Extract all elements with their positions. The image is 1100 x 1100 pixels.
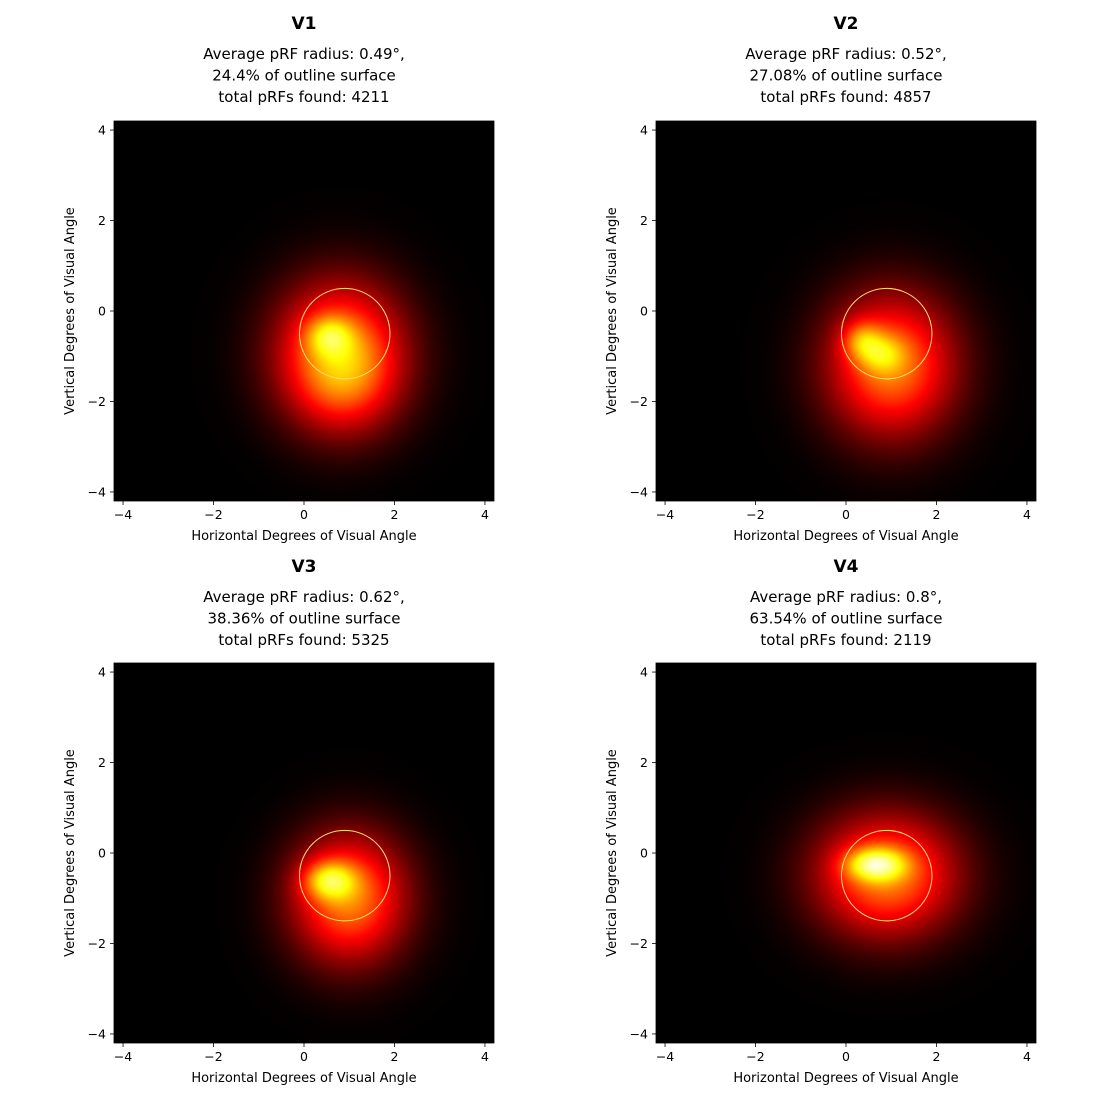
x-tick-label: 2: [390, 1049, 398, 1064]
x-tick-label: 4: [481, 507, 489, 522]
panel-title: V3: [292, 557, 317, 577]
density-heatmap: [114, 121, 494, 501]
y-tick-label: 0: [640, 846, 648, 861]
x-tick-label: −4: [656, 507, 674, 522]
panel-subtitle-line: Average pRF radius: 0.49°,: [203, 45, 405, 63]
y-tick-label: 2: [98, 755, 106, 770]
panel-subtitle-line: Average pRF radius: 0.8°,: [750, 588, 942, 606]
y-tick-label: −2: [88, 936, 106, 951]
panel-subtitle-line: Average pRF radius: 0.52°,: [745, 45, 947, 63]
y-tick-label: 4: [640, 665, 648, 680]
density-heatmap: [656, 121, 1036, 501]
x-tick-label: 4: [1023, 1049, 1031, 1064]
outline-circle: [840, 829, 933, 922]
x-axis-label: Horizontal Degrees of Visual Angle: [733, 529, 958, 544]
panel-v4: V4 Average pRF radius: 0.8°, 63.54% of out…: [605, 557, 1037, 1086]
y-tick-label: −4: [630, 484, 648, 499]
x-tick-label: 2: [932, 507, 940, 522]
y-tick-label: −4: [630, 1026, 648, 1041]
outline-circle: [840, 287, 933, 380]
x-tick-label: 0: [842, 507, 850, 522]
y-tick-label: −4: [88, 484, 106, 499]
x-axis-label: Horizontal Degrees of Visual Angle: [191, 529, 416, 544]
x-tick-label: 0: [300, 1049, 308, 1064]
x-tick-label: −4: [114, 507, 132, 522]
y-tick-label: −2: [630, 394, 648, 409]
x-tick-label: −2: [746, 1049, 764, 1064]
x-tick-label: 0: [300, 507, 308, 522]
density-heatmap: [114, 663, 494, 1043]
x-axis-label: Horizontal Degrees of Visual Angle: [733, 1071, 958, 1086]
y-tick-label: 4: [640, 123, 648, 138]
x-tick-label: 4: [481, 1049, 489, 1064]
panel-subtitle-line: 24.4% of outline surface: [212, 67, 396, 85]
y-tick-label: 2: [98, 213, 106, 228]
x-tick-label: 2: [390, 507, 398, 522]
y-tick-label: 4: [98, 665, 106, 680]
y-tick-label: −4: [88, 1026, 106, 1041]
y-tick-label: 0: [640, 304, 648, 319]
panel-v1: V1 Average pRF radius: 0.49°, 24.4% of out…: [63, 14, 495, 544]
panel-subtitle-line: total pRFs found: 4211: [218, 88, 389, 106]
panel-title: V1: [292, 14, 317, 34]
panel-subtitle-line: total pRFs found: 2119: [760, 631, 931, 649]
y-axis-label: Vertical Degrees of Visual Angle: [63, 749, 78, 957]
y-tick-label: −2: [88, 394, 106, 409]
panel-subtitle-line: 38.36% of outline surface: [207, 610, 400, 628]
panel-v2: V2 Average pRF radius: 0.52°, 27.08% of ou…: [605, 14, 1037, 544]
y-tick-label: −2: [630, 936, 648, 951]
x-tick-label: −2: [746, 507, 764, 522]
panel-subtitle-line: 63.54% of outline surface: [749, 610, 942, 628]
x-tick-label: 0: [842, 1049, 850, 1064]
x-tick-label: 4: [1023, 507, 1031, 522]
y-tick-label: 2: [640, 213, 648, 228]
x-tick-label: −2: [204, 1049, 222, 1064]
y-tick-label: 2: [640, 755, 648, 770]
outline-circle: [298, 829, 391, 922]
y-axis-label: Vertical Degrees of Visual Angle: [605, 207, 620, 415]
y-tick-label: 0: [98, 304, 106, 319]
panel-title: V2: [834, 14, 859, 34]
panel-v3: V3 Average pRF radius: 0.62°, 38.36% of ou…: [63, 557, 495, 1086]
outline-circle: [298, 287, 391, 380]
y-axis-label: Vertical Degrees of Visual Angle: [63, 207, 78, 415]
y-axis-label: Vertical Degrees of Visual Angle: [605, 749, 620, 957]
density-heatmap: [656, 663, 1036, 1043]
x-tick-label: −4: [114, 1049, 132, 1064]
x-tick-label: −2: [204, 507, 222, 522]
panel-subtitle-line: total pRFs found: 5325: [218, 631, 389, 649]
panel-subtitle-line: Average pRF radius: 0.62°,: [203, 588, 405, 606]
x-axis-label: Horizontal Degrees of Visual Angle: [191, 1071, 416, 1086]
panel-subtitle-line: 27.08% of outline surface: [749, 67, 942, 85]
y-tick-label: 4: [98, 123, 106, 138]
panel-subtitle-line: total pRFs found: 4857: [760, 88, 931, 106]
x-tick-label: −4: [656, 1049, 674, 1064]
x-tick-label: 2: [932, 1049, 940, 1064]
y-tick-label: 0: [98, 846, 106, 861]
panel-title: V4: [834, 557, 859, 577]
